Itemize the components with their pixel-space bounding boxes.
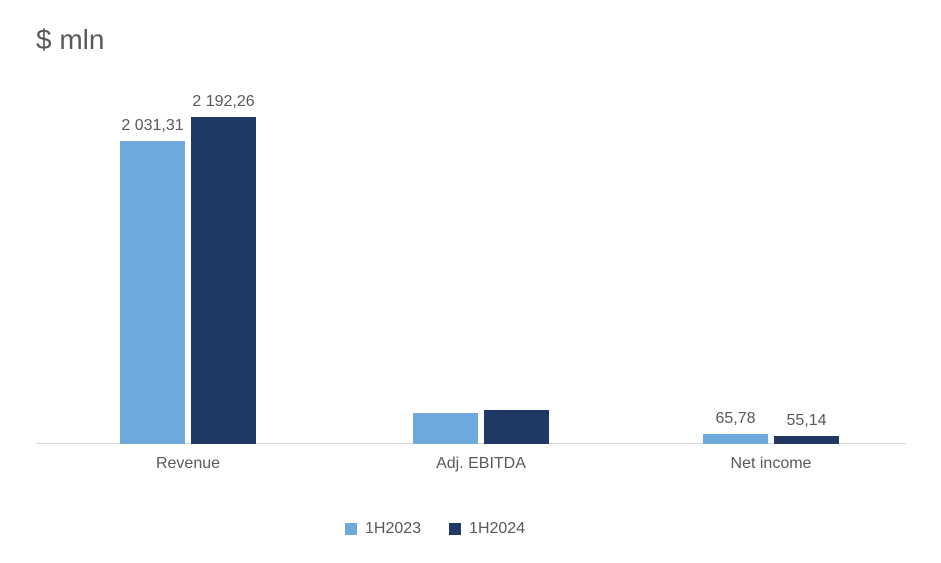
bar bbox=[484, 410, 549, 444]
plot-area: 2 031,31 2 192,26 65,78 bbox=[36, 86, 906, 444]
bar-revenue-1h2023: 2 031,31 bbox=[120, 117, 185, 444]
chart-title: $ mln bbox=[36, 24, 104, 56]
category-label-ebitda: Adj. EBITDA bbox=[381, 455, 581, 473]
bar-label: 55,14 bbox=[786, 412, 826, 430]
bar-label: 2 031,31 bbox=[121, 117, 183, 135]
legend-swatch-icon bbox=[345, 523, 357, 535]
legend-item-1h2024: 1H2024 bbox=[449, 520, 525, 538]
bar bbox=[120, 141, 185, 444]
bar bbox=[191, 117, 256, 444]
bar-group-ebitda bbox=[413, 404, 549, 444]
bar bbox=[413, 413, 478, 444]
bar bbox=[703, 434, 768, 444]
bar-group-revenue: 2 031,31 2 192,26 bbox=[120, 93, 256, 444]
bar-ebitda-1h2024 bbox=[484, 404, 549, 444]
bar-label: 65,78 bbox=[715, 410, 755, 428]
bar-label: 2 192,26 bbox=[192, 93, 254, 111]
financials-bar-chart: $ mln 2 031,31 2 192,26 bbox=[0, 0, 941, 563]
legend-swatch-icon bbox=[449, 523, 461, 535]
category-label-revenue: Revenue bbox=[88, 455, 288, 473]
legend: 1H2023 1H2024 bbox=[345, 520, 525, 538]
category-label-netincome: Net income bbox=[671, 455, 871, 473]
bar-ebitda-1h2023 bbox=[413, 407, 478, 444]
legend-item-1h2023: 1H2023 bbox=[345, 520, 421, 538]
bar-netincome-1h2024: 55,14 bbox=[774, 412, 839, 444]
legend-label: 1H2024 bbox=[469, 520, 525, 538]
bar-revenue-1h2024: 2 192,26 bbox=[191, 93, 256, 444]
bar-netincome-1h2023: 65,78 bbox=[703, 410, 768, 444]
bar bbox=[774, 436, 839, 444]
legend-label: 1H2023 bbox=[365, 520, 421, 538]
bar-group-netincome: 65,78 55,14 bbox=[703, 410, 839, 444]
